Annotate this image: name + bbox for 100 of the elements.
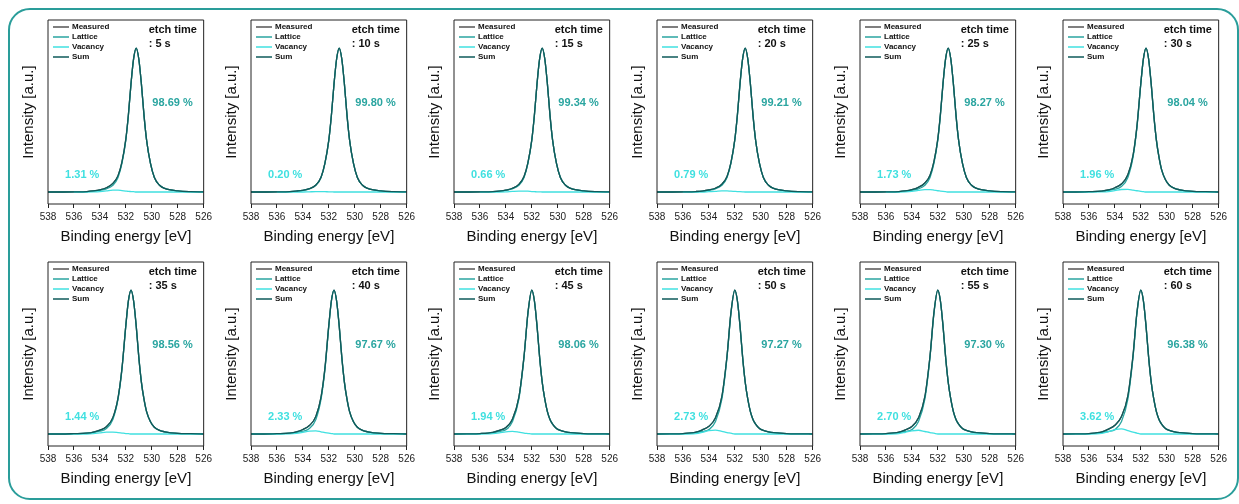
annotation: 99.21 % — [761, 95, 802, 108]
x-tick-label: 532 — [523, 452, 541, 464]
x-axis-title: Binding energy [eV] — [60, 227, 192, 245]
annotation: 2.70 % — [877, 409, 912, 422]
x-tick-label: 538 — [851, 452, 869, 464]
legend-label: Measured — [681, 22, 719, 32]
annotation: 2.73 % — [674, 409, 709, 422]
x-tick-label: 528 — [778, 210, 796, 222]
y-axis-title: Intensity [a.u.] — [831, 65, 849, 159]
legend-label: Vacancy — [275, 284, 308, 294]
x-axis-title: Binding energy [eV] — [872, 469, 1004, 487]
annotation: : 15 s — [554, 36, 583, 49]
annotation: 99.80 % — [355, 95, 396, 108]
x-tick-label: 526 — [195, 210, 213, 222]
x-tick-label: 526 — [1210, 452, 1228, 464]
annotation: 1.94 % — [471, 409, 506, 422]
x-tick-label: 532 — [929, 210, 947, 222]
x-tick-label: 536 — [268, 210, 286, 222]
x-tick-label: 536 — [65, 452, 83, 464]
legend-label: Lattice — [275, 274, 302, 284]
x-axis-title: Binding energy [eV] — [466, 469, 598, 487]
legend-label: Measured — [1087, 22, 1125, 32]
x-tick-label: 528 — [575, 210, 593, 222]
x-tick-label: 534 — [903, 452, 921, 464]
y-axis-title: Intensity [a.u.] — [19, 307, 37, 401]
legend-label: Lattice — [275, 32, 302, 42]
annotation: 0.79 % — [674, 167, 709, 180]
x-tick-label: 534 — [1106, 452, 1124, 464]
x-tick-label: 534 — [91, 210, 109, 222]
x-tick-label: 534 — [294, 452, 312, 464]
x-tick-label: 538 — [242, 210, 260, 222]
x-tick-label: 534 — [91, 452, 109, 464]
annotation: : 30 s — [1163, 36, 1192, 49]
x-tick-label: 532 — [929, 452, 947, 464]
text: etch time — [148, 22, 197, 35]
x-tick-label: 530 — [752, 452, 770, 464]
legend-label: Sum — [478, 294, 496, 304]
text: etch time — [351, 264, 400, 277]
y-axis-title: Intensity [a.u.] — [1034, 307, 1052, 401]
x-tick-label: 532 — [1132, 210, 1150, 222]
y-axis-title: Intensity [a.u.] — [628, 307, 646, 401]
x-tick-label: 534 — [497, 210, 515, 222]
x-tick-label: 536 — [471, 210, 489, 222]
x-tick-label: 530 — [143, 452, 161, 464]
x-tick-label: 534 — [700, 452, 718, 464]
y-axis-title: Intensity [a.u.] — [831, 307, 849, 401]
annotation: : 25 s — [960, 36, 989, 49]
annotation: 1.96 % — [1080, 167, 1115, 180]
legend-label: Sum — [681, 52, 699, 62]
x-tick-label: 532 — [726, 452, 744, 464]
legend-label: Measured — [72, 264, 110, 274]
x-tick-label: 538 — [242, 452, 260, 464]
text: etch time — [960, 264, 1009, 277]
annotation: 97.67 % — [355, 337, 396, 350]
legend-label: Sum — [1087, 294, 1105, 304]
legend-label: Vacancy — [478, 42, 511, 52]
legend-label: Sum — [681, 294, 699, 304]
legend-label: Sum — [72, 52, 90, 62]
legend-label: Lattice — [1087, 274, 1114, 284]
x-tick-label: 532 — [117, 210, 135, 222]
x-tick-label: 526 — [804, 452, 822, 464]
x-tick-label: 528 — [169, 210, 187, 222]
x-tick-label: 536 — [471, 452, 489, 464]
legend-label: Sum — [884, 52, 902, 62]
annotation: : 20 s — [757, 36, 786, 49]
x-axis-title: Binding energy [eV] — [872, 227, 1004, 245]
annotation: 2.33 % — [268, 409, 303, 422]
x-tick-label: 538 — [648, 210, 666, 222]
x-tick-label: 526 — [601, 452, 619, 464]
x-tick-label: 532 — [523, 210, 541, 222]
annotation: 98.04 % — [1167, 95, 1208, 108]
y-axis-title: Intensity [a.u.] — [425, 307, 443, 401]
annotation: : 5 s — [148, 36, 171, 49]
y-axis-title: Intensity [a.u.] — [425, 65, 443, 159]
text: etch time — [554, 264, 603, 277]
x-tick-label: 526 — [1210, 210, 1228, 222]
legend-label: Measured — [275, 264, 313, 274]
legend-label: Measured — [72, 22, 110, 32]
x-tick-label: 534 — [1106, 210, 1124, 222]
rounded-frame: Binding energy [eV] Intensity [a.u.] 538 536 534 532 530 528 526 Measured Lattice Vacancy Sum etch time : 5 s 98.69 % 1.31 % Binding energy [eV] Intensity [a.u.] 538 536 534 532 530 528 526 Measured Lattice Vacancy Sum etch time : 10 s 99.80 % 0.20 % Binding energy [eV] Intensity [a.u.] 538 536 534 532 530 528 526 Measured Lattice Vacancy Sum etch time : 15 s 99.34 % 0.66 % Binding energy [eV] Intensity [a.u.] 538 536 534 532 530 528 526 Measured Lattice Vacancy Sum etch time : 20 s 99.21 % 0.79 % Binding energy [eV] Intensity [a.u.] 538 536 534 532 530 528 526 Measured Lattice Vacancy Sum etch time : 25 s 98.27 % 1.73 % Binding energy [eV] Intensity [a.u.] 538 536 534 532 530 528 526 Measured Lattice Vacancy Sum etch time : 30 s 98.04 % 1.96 % Binding energy [eV] Intensity [a.u.] 538 536 534 532 530 528 526 Measured Lattice Vacancy Sum etch time : 35 s 98.56 % 1.44 % Binding energy [eV] Intensity [a.u.] 538 536 534 532 530 528 526 Measured Lattice Vacancy Sum etch time : 40 s 97.67 % 2.33 % Binding energy [eV] Intensity [a.u.] 538 536 534 532 530 528 526 Measured Lattice Vacancy Sum etch time : 45 s 98.06 % 1.94 % Binding energy [eV] Intensity [a.u.] 538 536 534 532 530 528 526 Measured Lattice Vacancy Sum etch time : 50 s 97.27 % 2.73 % Binding energy [eV] Intensity [a.u.] 538 536 534 532 530 528 526 Measured Lattice Vacancy Sum etch time : 55 s 97.30 % 2.70 % Binding energy [eV] Intensity [a.u.] 538 536 534 532 530 528 526 Measured Lattice Vacancy Sum etch time : 60 s 96.38 % 3.62 % — [8, 8, 1239, 500]
x-tick-label: 538 — [445, 452, 463, 464]
annotation: 96.38 % — [1167, 337, 1208, 350]
x-tick-label: 528 — [169, 452, 187, 464]
x-tick-label: 526 — [1007, 452, 1025, 464]
annotation: : 55 s — [960, 278, 989, 291]
x-axis-title: Binding energy [eV] — [669, 469, 801, 487]
x-tick-label: 530 — [752, 210, 770, 222]
legend-label: Lattice — [72, 274, 99, 284]
x-axis-title: Binding energy [eV] — [466, 227, 598, 245]
annotation: : 40 s — [351, 278, 380, 291]
annotation: 98.27 % — [964, 95, 1005, 108]
legend-label: Lattice — [478, 32, 505, 42]
y-axis-title: Intensity [a.u.] — [1034, 65, 1052, 159]
text: etch time — [1163, 22, 1212, 35]
legend-label: Measured — [1087, 264, 1125, 274]
legend-label: Vacancy — [884, 42, 917, 52]
x-tick-label: 530 — [955, 210, 973, 222]
x-tick-label: 538 — [851, 210, 869, 222]
legend-label: Sum — [72, 294, 90, 304]
y-axis-title: Intensity [a.u.] — [19, 65, 37, 159]
